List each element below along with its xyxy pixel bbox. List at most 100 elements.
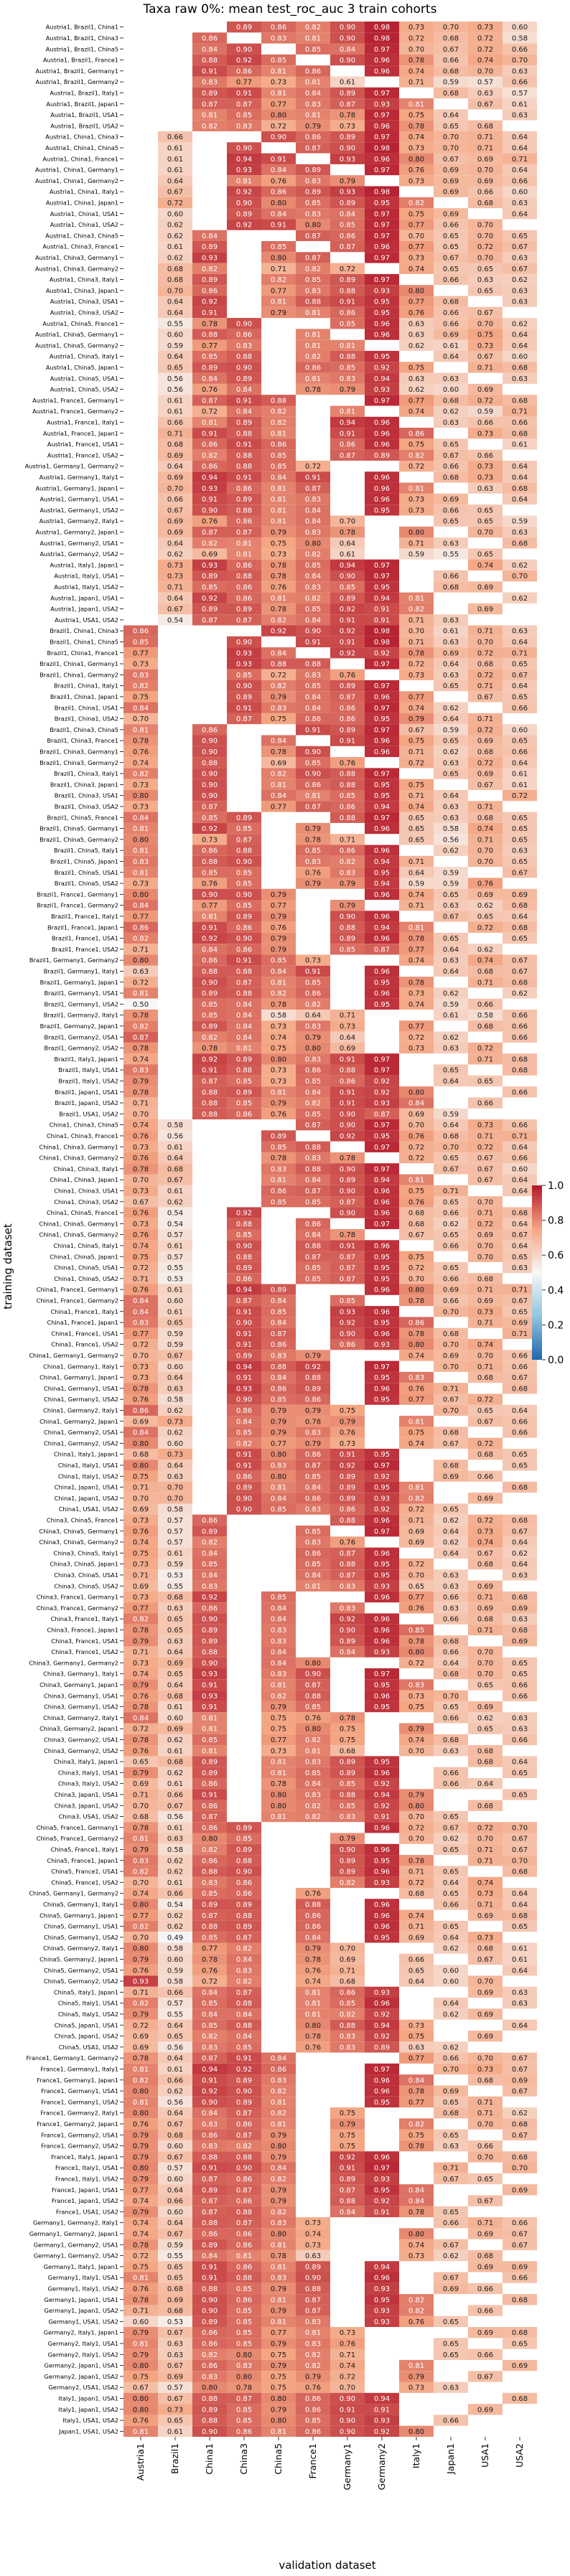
cell-value: 0.97: [374, 1528, 390, 1536]
heatmap-cell: [399, 22, 434, 33]
cell-value: 0.75: [408, 364, 424, 372]
cell-value: 0.85: [236, 1078, 252, 1086]
cell-value: 0.81: [305, 1747, 321, 1755]
cell-value: 0.84: [408, 2198, 424, 2206]
cell-value: 0.72: [408, 1660, 424, 1668]
cell-value: 0.70: [443, 1693, 459, 1701]
cell-value: 0.91: [202, 496, 218, 504]
cell-value: 0.85: [305, 847, 321, 855]
cell-value: 0.80: [271, 1791, 286, 1799]
cell-value: 0.85: [340, 320, 355, 328]
heatmap-cell: [158, 208, 192, 220]
cell-value: 0.96: [374, 2153, 390, 2161]
cell-value: 0.76: [340, 1539, 355, 1547]
heatmap-cell: [158, 263, 192, 274]
cell-value: 0.72: [408, 1034, 424, 1042]
heatmap-cell: [158, 372, 192, 384]
row-label: China1, China3, USA1: [54, 1187, 118, 1194]
heatmap-cell: [468, 22, 503, 33]
cell-value: 0.83: [133, 1857, 149, 1865]
row-label: Austria1, Germany1, USA1: [39, 496, 118, 503]
cell-value: 0.97: [374, 232, 390, 240]
row-label: China3, China5, USA1: [54, 1571, 118, 1579]
cell-value: 0.86: [236, 2296, 252, 2304]
cell-value: 0.81: [271, 518, 286, 526]
cell-value: 0.79: [340, 1835, 355, 1843]
row-label: Brazil1, Germany2, USA2: [45, 1045, 118, 1052]
cell-value: 0.73: [477, 1890, 493, 1898]
cell-value: 0.71: [443, 1385, 459, 1393]
cell-value: 0.84: [305, 1484, 321, 1492]
heatmap-cell: [330, 351, 365, 362]
cell-value: 0.62: [512, 2110, 528, 2117]
cell-value: 0.81: [408, 100, 424, 108]
cell-value: 0.90: [340, 1188, 355, 1195]
cell-value: 0.62: [408, 386, 424, 394]
cell-value: 0.85: [236, 2308, 252, 2316]
row-label: Brazil1, China1, China3: [50, 627, 118, 634]
row-label: China5, France1, USA1: [51, 1868, 118, 1875]
cell-value: 0.70: [512, 1857, 528, 1865]
cell-value: 0.61: [167, 397, 183, 405]
cell-value: 0.82: [271, 1693, 286, 1701]
cell-value: 0.70: [133, 1802, 149, 1810]
cell-value: 0.73: [477, 1122, 493, 1129]
cell-value: 0.66: [443, 1275, 459, 1283]
cell-value: 0.71: [340, 836, 355, 844]
cell-value: 0.78: [408, 1857, 424, 1865]
cell-value: 0.90: [236, 639, 252, 647]
cell-value: 0.62: [443, 847, 459, 855]
cell-value: 0.73: [408, 496, 424, 504]
cell-value: 0.75: [408, 1188, 424, 1195]
cell-value: 0.90: [236, 2088, 252, 2096]
cell-value: 0.64: [512, 1188, 528, 1195]
cell-value: 0.84: [305, 1089, 321, 1096]
cell-value: 0.84: [202, 2252, 218, 2260]
row-label: Austria1, China3, France1: [42, 243, 118, 250]
cell-value: 0.88: [305, 1693, 321, 1701]
cell-value: 0.89: [202, 2318, 218, 2326]
cell-value: 0.73: [340, 123, 355, 131]
cell-value: 0.62: [443, 1835, 459, 1843]
cell-value: 0.91: [271, 222, 286, 230]
cell-value: 0.84: [408, 1100, 424, 1108]
cell-value: 0.79: [271, 2308, 286, 2316]
cell-value: 0.70: [340, 1945, 355, 1953]
cell-value: 0.87: [305, 1188, 321, 1195]
cell-value: 0.66: [477, 1100, 493, 1108]
heatmap-cell: [468, 318, 503, 329]
cell-value: 0.75: [133, 1550, 149, 1558]
heatmap-cell: [434, 241, 468, 253]
cell-value: 0.77: [408, 946, 424, 954]
cell-value: 0.87: [340, 243, 355, 251]
heatmap-cell: [296, 273, 330, 286]
cell-value: 0.67: [477, 781, 493, 789]
cell-value: 0.63: [443, 803, 459, 811]
heatmap-cell: [330, 87, 365, 99]
cell-value: 0.91: [236, 1374, 252, 1382]
cell-value: 0.92: [374, 2198, 390, 2206]
heatmap-cell: [227, 318, 261, 329]
cell-value: 0.79: [271, 2340, 286, 2348]
heatmap-cell: [468, 32, 503, 44]
cell-value: 0.94: [374, 595, 390, 603]
cell-value: 0.68: [512, 1868, 528, 1876]
cell-value: 0.93: [374, 1100, 390, 1108]
cell-value: 0.63: [408, 2044, 424, 2051]
cell-value: 0.79: [271, 693, 286, 701]
heatmap-cell: [158, 273, 192, 286]
row-label: France1, Italy1, USA1: [55, 2164, 118, 2171]
heatmap-cell: [158, 329, 192, 340]
cell-value: 0.85: [236, 880, 252, 888]
row-label: Germany2, Italy1, Japan1: [44, 2329, 118, 2336]
cell-value: 0.66: [477, 189, 493, 197]
cell-value: 0.85: [236, 2318, 252, 2326]
cell-value: 0.65: [512, 232, 528, 240]
cell-value: 0.87: [305, 1681, 321, 1689]
cell-value: 0.90: [340, 2428, 355, 2436]
cell-value: 0.82: [133, 935, 149, 943]
heatmap-cell: [503, 362, 537, 373]
cell-value: 0.90: [340, 57, 355, 65]
cell-value: 0.97: [374, 1670, 390, 1678]
cell-value: 0.58: [167, 1506, 183, 1514]
